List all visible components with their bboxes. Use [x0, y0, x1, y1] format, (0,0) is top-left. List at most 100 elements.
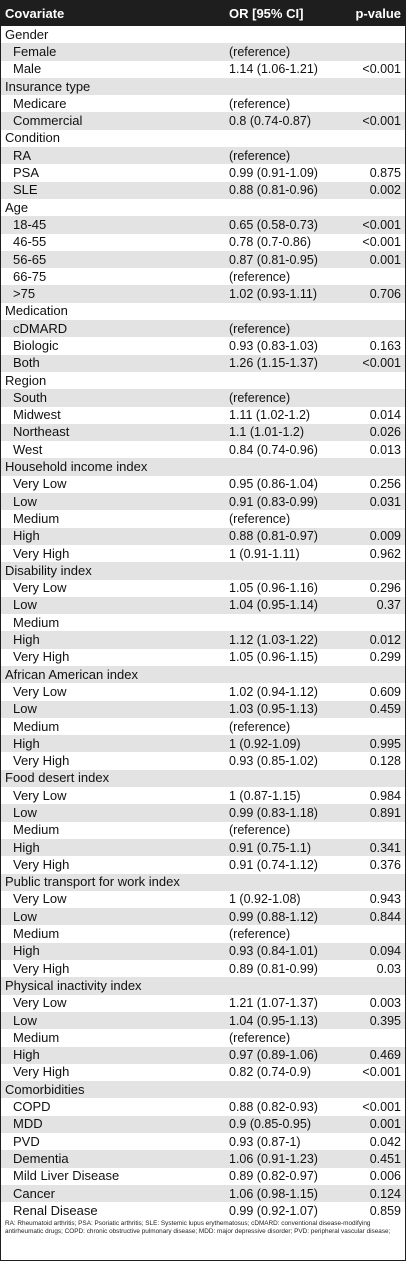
p-value-cell — [341, 458, 405, 476]
covariate-cell: Insurance type — [1, 77, 227, 96]
covariate-cell: Very Low — [1, 890, 227, 909]
p-value-cell — [341, 1029, 405, 1047]
covariate-cell: Very High — [1, 1063, 227, 1082]
covariate-cell: South — [1, 389, 227, 407]
table-row: Medium (reference) — [1, 510, 405, 528]
or-ci-cell: 1.03 (0.95-1.13) — [227, 700, 341, 718]
p-value-cell — [341, 268, 405, 286]
covariate-cell: Medium — [1, 510, 227, 528]
or-ci-cell: 0.99 (0.91-1.09) — [227, 164, 341, 182]
p-value-cell: 0.37 — [341, 596, 405, 615]
p-value-cell: 0.03 — [341, 960, 405, 978]
or-ci-cell: (reference) — [227, 510, 341, 528]
p-value-cell — [341, 665, 405, 684]
or-ci-cell — [227, 129, 341, 148]
or-ci-cell: 1 (0.91-1.11) — [227, 544, 341, 563]
p-value-cell: 0.995 — [341, 735, 405, 753]
covariate-cell: Very Low — [1, 579, 227, 597]
p-value-cell — [341, 77, 405, 96]
p-value-cell: 0.012 — [341, 631, 405, 649]
covariate-cell: Very High — [1, 960, 227, 978]
covariate-cell: Midwest — [1, 406, 227, 424]
covariate-cell: Both — [1, 354, 227, 372]
covariate-cell: High — [1, 631, 227, 649]
covariate-cell: Condition — [1, 129, 227, 148]
covariate-cell: COPD — [1, 1098, 227, 1116]
table-row: Very High 1 (0.91-1.11) 0.962 — [1, 544, 405, 563]
table-row: >75 1.02 (0.93-1.11) 0.706 — [1, 285, 405, 303]
p-value-cell: 0.006 — [341, 1167, 405, 1185]
or-ci-cell: 1.02 (0.94-1.12) — [227, 683, 341, 701]
covariate-cell: >75 — [1, 285, 227, 303]
or-ci-cell: 0.89 (0.81-0.99) — [227, 960, 341, 978]
p-value-cell — [341, 873, 405, 891]
table-row: COPD 0.88 (0.82-0.93) <0.001 — [1, 1098, 405, 1116]
table-row: High 0.97 (0.89-1.06) 0.469 — [1, 1046, 405, 1064]
table-row: High 1.12 (1.03-1.22) 0.012 — [1, 631, 405, 649]
p-value-cell: 0.875 — [341, 164, 405, 182]
p-value-cell: 0.296 — [341, 579, 405, 597]
table-row: Female (reference) — [1, 43, 405, 61]
covariate-cell: Medium — [1, 821, 227, 839]
p-value-cell: 0.001 — [341, 1115, 405, 1133]
covariate-cell: Dementia — [1, 1150, 227, 1168]
or-ci-cell: 1.05 (0.96-1.15) — [227, 648, 341, 666]
covariate-group-row: Food desert index — [1, 769, 405, 788]
covariate-cell: Region — [1, 371, 227, 390]
p-value-cell: 0.014 — [341, 406, 405, 424]
p-value-cell — [341, 129, 405, 148]
table-row: Midwest 1.11 (1.02-1.2) 0.014 — [1, 406, 405, 424]
p-value-cell: 0.451 — [341, 1150, 405, 1168]
p-value-cell: <0.001 — [341, 1098, 405, 1116]
table-row: Very High 0.82 (0.74-0.9) <0.001 — [1, 1063, 405, 1082]
table-row: Very Low 0.95 (0.86-1.04) 0.256 — [1, 475, 405, 494]
p-value-cell — [341, 320, 405, 338]
table-row: PVD 0.93 (0.87-1) 0.042 — [1, 1133, 405, 1151]
covariate-cell: Low — [1, 700, 227, 718]
p-value-cell: 0.706 — [341, 285, 405, 303]
or-ci-cell: (reference) — [227, 320, 341, 338]
or-ci-cell: 0.91 (0.83-0.99) — [227, 493, 341, 511]
or-ci-cell: 0.97 (0.89-1.06) — [227, 1046, 341, 1064]
header-or-ci: OR [95% CI] — [227, 0, 341, 26]
covariate-cell: Renal Disease — [1, 1202, 227, 1220]
p-value-cell: <0.001 — [341, 1063, 405, 1082]
covariate-cell: Age — [1, 198, 227, 217]
or-ci-cell: 1.12 (1.03-1.22) — [227, 631, 341, 649]
or-ci-cell: 1.02 (0.93-1.11) — [227, 285, 341, 303]
table-row: West 0.84 (0.74-0.96) 0.013 — [1, 441, 405, 459]
covariate-cell: Male — [1, 60, 227, 78]
or-ci-cell: 0.99 (0.88-1.12) — [227, 908, 341, 926]
covariate-cell: SLE — [1, 181, 227, 199]
p-value-cell: 0.013 — [341, 441, 405, 459]
p-value-cell: 0.459 — [341, 700, 405, 718]
covariate-cell: High — [1, 1046, 227, 1064]
p-value-cell — [341, 614, 405, 632]
p-value-cell: 0.859 — [341, 1202, 405, 1220]
p-value-cell — [341, 198, 405, 217]
or-ci-cell: 1.26 (1.15-1.37) — [227, 354, 341, 372]
or-ci-cell: 1.06 (0.98-1.15) — [227, 1184, 341, 1203]
p-value-cell — [341, 43, 405, 61]
covariate-cell: Low — [1, 804, 227, 822]
p-value-cell: 0.299 — [341, 648, 405, 666]
table-row: Medicare (reference) — [1, 95, 405, 113]
p-value-cell: 0.002 — [341, 181, 405, 199]
header-p-value: p-value — [341, 0, 405, 26]
p-value-cell — [341, 389, 405, 407]
covariate-cell: 66-75 — [1, 268, 227, 286]
table-row: 66-75 (reference) — [1, 268, 405, 286]
or-ci-cell: (reference) — [227, 821, 341, 839]
covariate-cell: cDMARD — [1, 320, 227, 338]
or-ci-cell: 0.9 (0.85-0.95) — [227, 1115, 341, 1133]
table-row: High 0.88 (0.81-0.97) 0.009 — [1, 527, 405, 545]
p-value-cell — [341, 769, 405, 788]
covariate-cell: Food desert index — [1, 769, 227, 788]
covariate-cell: African American index — [1, 665, 227, 684]
table-row: Very High 0.93 (0.85-1.02) 0.128 — [1, 752, 405, 770]
table-row: cDMARD (reference) — [1, 320, 405, 338]
table-row: Very Low 1 (0.87-1.15) 0.984 — [1, 787, 405, 805]
table-row: Very High 1.05 (0.96-1.15) 0.299 — [1, 648, 405, 666]
p-value-cell — [341, 26, 405, 44]
p-value-cell: 0.256 — [341, 475, 405, 494]
